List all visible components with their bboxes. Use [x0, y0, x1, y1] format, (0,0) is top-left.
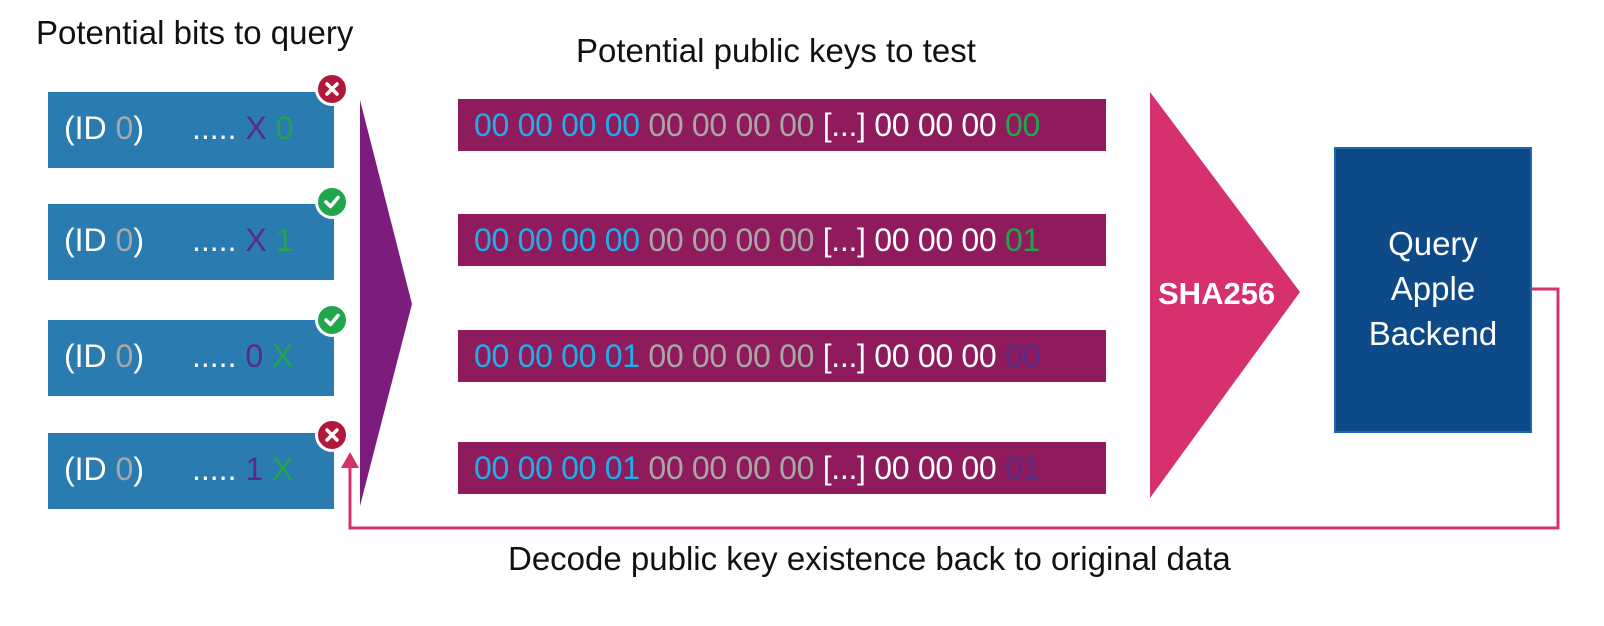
backend-label-line: Backend: [1368, 315, 1498, 352]
backend-label-line: Query: [1388, 225, 1478, 262]
public-key-bar: 00 00 00 01 00 00 00 00 [...] 00 00 00 0…: [458, 330, 1106, 382]
apple-backend-box: Query Apple Backend: [1334, 147, 1532, 433]
bit-id: (ID 0): [64, 222, 144, 258]
fan-out-arrow: [360, 100, 412, 506]
sha256-arrow: [1150, 92, 1300, 498]
bits-heading: Potential bits to query: [36, 14, 354, 51]
bit-id: (ID 0): [64, 338, 144, 374]
bit-pattern: ..... 0 X: [192, 338, 294, 374]
bit-id: (ID 0): [64, 110, 144, 146]
check-icon: [315, 303, 349, 337]
check-icon: [315, 185, 349, 219]
bit-pattern: ..... 1 X: [192, 451, 294, 487]
bit-id: (ID 0): [64, 451, 144, 487]
public-key-bar: 00 00 00 01 00 00 00 00 [...] 00 00 00 0…: [458, 442, 1106, 494]
bit-box: (ID 0) ..... 1 X: [48, 433, 334, 509]
public-key-bar: 00 00 00 00 00 00 00 00 [...] 00 00 00 0…: [458, 99, 1106, 151]
bit-pattern: ..... X 0: [192, 110, 294, 146]
bit-box: (ID 0) ..... X 0: [48, 92, 334, 168]
backend-label-line: Apple: [1390, 270, 1476, 307]
feedback-arrowhead: [341, 452, 359, 468]
x-icon: [315, 72, 349, 106]
decode-caption: Decode public key existence back to orig…: [508, 540, 1231, 577]
x-icon: [315, 418, 349, 452]
bit-pattern: ..... X 1: [192, 222, 294, 258]
feedback-line: [348, 287, 1560, 530]
public-key-bar: 00 00 00 00 00 00 00 00 [...] 00 00 00 0…: [458, 214, 1106, 266]
keys-heading: Potential public keys to test: [576, 32, 976, 69]
bit-box: (ID 0) ..... X 1: [48, 204, 334, 280]
sha256-label: SHA256: [1158, 276, 1276, 311]
bit-box: (ID 0) ..... 0 X: [48, 320, 334, 396]
